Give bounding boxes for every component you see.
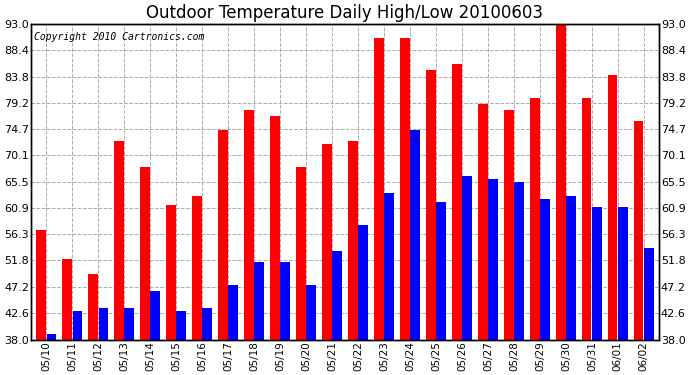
Bar <box>618 207 628 340</box>
Bar <box>166 205 176 340</box>
Bar <box>88 273 98 340</box>
Bar <box>582 98 591 340</box>
Bar <box>608 75 618 340</box>
Bar <box>478 104 488 340</box>
Bar <box>384 193 394 340</box>
Bar <box>62 259 72 340</box>
Bar <box>489 179 498 340</box>
Bar <box>255 262 264 340</box>
Bar <box>530 98 540 340</box>
Bar <box>644 248 654 340</box>
Bar <box>306 285 316 340</box>
Bar <box>634 122 644 340</box>
Bar <box>140 167 150 340</box>
Bar <box>411 130 420 340</box>
Bar <box>322 144 332 340</box>
Bar <box>72 311 82 340</box>
Bar <box>228 285 238 340</box>
Bar <box>504 110 513 340</box>
Bar <box>592 207 602 340</box>
Bar <box>374 38 384 340</box>
Bar <box>462 176 472 340</box>
Bar <box>400 38 410 340</box>
Bar <box>426 70 435 340</box>
Title: Outdoor Temperature Daily High/Low 20100603: Outdoor Temperature Daily High/Low 20100… <box>146 4 544 22</box>
Bar <box>99 308 108 340</box>
Bar <box>348 141 357 340</box>
Bar <box>540 199 550 340</box>
Bar <box>333 251 342 340</box>
Bar <box>436 202 446 340</box>
Bar <box>358 225 368 340</box>
Bar <box>296 167 306 340</box>
Bar <box>150 291 160 340</box>
Bar <box>566 196 576 340</box>
Bar <box>452 64 462 340</box>
Bar <box>36 231 46 340</box>
Bar <box>244 110 254 340</box>
Bar <box>514 182 524 340</box>
Bar <box>177 311 186 340</box>
Text: Copyright 2010 Cartronics.com: Copyright 2010 Cartronics.com <box>34 32 204 42</box>
Bar <box>218 130 228 340</box>
Bar <box>46 334 56 340</box>
Bar <box>556 18 566 340</box>
Bar <box>114 141 124 340</box>
Bar <box>124 308 134 340</box>
Bar <box>270 116 279 340</box>
Bar <box>202 308 212 340</box>
Bar <box>280 262 290 340</box>
Bar <box>192 196 201 340</box>
